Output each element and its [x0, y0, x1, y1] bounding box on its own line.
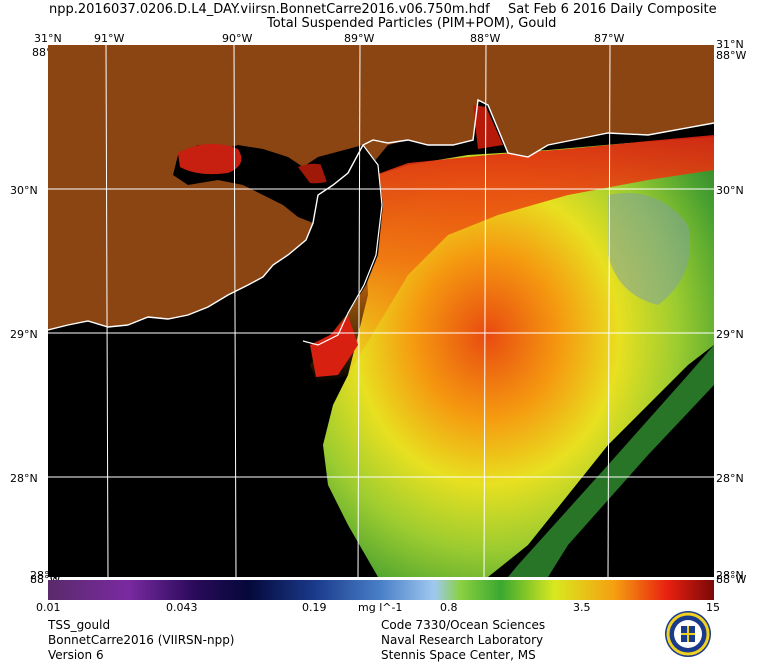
- grey-water-patch: [608, 193, 690, 305]
- coastline: [48, 98, 714, 331]
- product-title: Total Suspended Particles (PIM+POM), Gou…: [267, 16, 557, 31]
- lon-label-88w-top: 88°W: [470, 32, 501, 45]
- colorbar-tick-5: 15: [706, 601, 720, 614]
- lat-label-30n-left: 30°N: [10, 184, 38, 197]
- colorbar-tick-4: 3.5: [573, 601, 591, 614]
- corner-lat-bottom-right: 28°N: [716, 569, 744, 582]
- footer-right-line-2: Naval Research Laboratory: [381, 633, 544, 647]
- colorbar-tick-2: 0.19: [302, 601, 327, 614]
- corner-lat-top-left: 31°N: [34, 32, 62, 45]
- lon-label-90w-top: 90°W: [222, 32, 253, 45]
- lon-label-87w-top: 87°W: [594, 32, 625, 45]
- colorbar: [48, 580, 714, 600]
- delta-red-fringe: [310, 315, 358, 377]
- filename-title: npp.2016037.0206.D.L4_DAY.viirsn.BonnetC…: [49, 2, 490, 17]
- footer-right-line-1: Code 7330/Ocean Sciences: [381, 618, 546, 632]
- land-mass: [48, 45, 714, 330]
- colorbar-unit: mg l^-1: [358, 601, 403, 614]
- date-title: Sat Feb 6 2016 Daily Composite: [508, 2, 717, 17]
- coastal-red-band: [310, 135, 714, 385]
- lat-label-28n-right: 28°N: [716, 472, 744, 485]
- inland-lake: [178, 143, 242, 175]
- colorbar-tick-0: 0.01: [36, 601, 61, 614]
- colorbar-tick-1: 0.043: [166, 601, 198, 614]
- lat-label-29n-right: 29°N: [716, 328, 744, 341]
- edge-bottom-east: 88°W: [716, 573, 747, 586]
- colorbar-tick-3: 0.8: [440, 601, 458, 614]
- lon-label-89w-top: 89°W: [344, 32, 375, 45]
- corner-lat-top-right: 31°N: [716, 38, 744, 51]
- lon-label-91w-top: 91°W: [94, 32, 125, 45]
- delta-coastline: [302, 144, 383, 346]
- graticule: [48, 45, 714, 577]
- lat-label-30n-right: 30°N: [716, 184, 744, 197]
- lat-label-28n-left: 28°N: [10, 472, 38, 485]
- footer-right-line-3: Stennis Space Center, MS: [381, 648, 536, 662]
- lat-label-29n-left: 29°N: [10, 328, 38, 341]
- edge-lon-east: 88°W: [716, 49, 747, 62]
- footer-left-line-3: Version 6: [48, 648, 104, 662]
- colorbar-gradient: [48, 580, 714, 600]
- footer-left-line-1: TSS_gould: [48, 618, 111, 632]
- offshore-green-streak: [508, 345, 714, 577]
- nrl-seal-icon: [665, 611, 711, 657]
- bay-inlet: [473, 105, 503, 149]
- footer-left-line-2: BonnetCarre2016 (VIIRSN-npp): [48, 633, 235, 647]
- tss-map: [48, 45, 714, 577]
